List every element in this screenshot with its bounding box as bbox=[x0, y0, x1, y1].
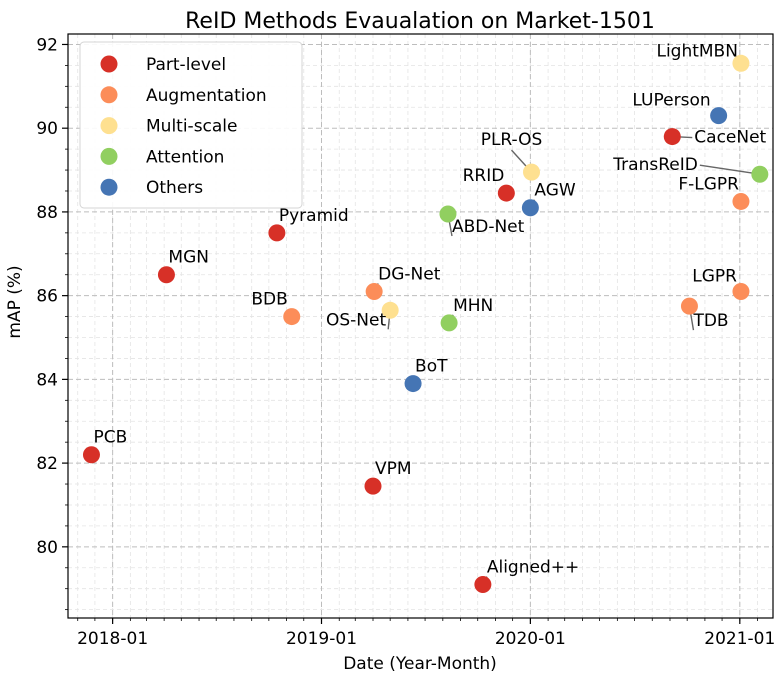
point-label: CaceNet bbox=[694, 128, 766, 148]
legend-box bbox=[79, 41, 303, 209]
y-tick-label: 84 bbox=[36, 370, 58, 390]
legend-entry: Attention bbox=[146, 147, 224, 167]
point-label: LUPerson bbox=[632, 91, 710, 111]
data-point-lightmbn bbox=[732, 54, 750, 72]
x-tick-label: 2020-01 bbox=[495, 629, 566, 649]
data-point-plr-os bbox=[523, 163, 541, 181]
legend-marker bbox=[100, 117, 118, 135]
data-point-mgn bbox=[157, 266, 175, 284]
data-point-mhn bbox=[440, 314, 458, 332]
point-label: VPM bbox=[375, 459, 412, 479]
x-tick-label: 2019-01 bbox=[286, 629, 357, 649]
y-tick-label: 82 bbox=[36, 454, 58, 474]
point-label: ABD-Net bbox=[452, 217, 525, 237]
grid bbox=[68, 34, 773, 618]
point-label: Aligned++ bbox=[487, 558, 579, 578]
legend-marker bbox=[100, 86, 118, 104]
data-point-aligned- bbox=[474, 576, 492, 594]
point-labels: PCB MGN Pyramid BDB VPM DG-Net OS-Net BoT ABD-Ne… bbox=[93, 41, 766, 577]
data-point-bot bbox=[404, 375, 422, 393]
point-label: TransReID bbox=[612, 155, 698, 175]
legend: Part-level Augmentation Multi-scale Attenti… bbox=[79, 41, 303, 209]
x-axis-label: Date (Year-Month) bbox=[343, 654, 497, 674]
axis-ticks: 2018-01 2019-01 2020-01 2021-01 80 82 84 86 88 90… bbox=[36, 35, 775, 649]
data-point-lgpr bbox=[732, 282, 750, 300]
data-point-rrid bbox=[497, 184, 515, 202]
legend-entry: Others bbox=[146, 178, 203, 198]
y-axis-label: mAP (%) bbox=[5, 265, 25, 338]
y-tick-label: 92 bbox=[36, 35, 58, 55]
data-point-pyramid bbox=[268, 224, 286, 242]
point-label: AGW bbox=[534, 181, 576, 201]
legend-entry: Augmentation bbox=[146, 86, 267, 106]
data-point-f-lgpr bbox=[732, 192, 750, 210]
point-label: RRID bbox=[463, 166, 505, 186]
legend-marker bbox=[100, 147, 118, 165]
legend-marker bbox=[100, 55, 118, 73]
x-tick-label: 2021-01 bbox=[704, 629, 775, 649]
point-label: F-LGPR bbox=[678, 174, 739, 194]
data-point-pcb bbox=[82, 446, 100, 464]
y-tick-label: 90 bbox=[36, 119, 58, 139]
point-label: LGPR bbox=[692, 266, 737, 286]
data-point-bdb bbox=[283, 308, 301, 326]
point-label: PLR-OS bbox=[481, 130, 543, 150]
point-label: PCB bbox=[93, 428, 127, 448]
point-label: Pyramid bbox=[279, 206, 349, 226]
data-point-vpm bbox=[364, 477, 382, 495]
data-points bbox=[82, 54, 769, 594]
chart-title: ReID Methods Evaualation on Market-1501 bbox=[185, 9, 655, 34]
data-point-tdb bbox=[680, 297, 698, 315]
data-point-os-net bbox=[381, 301, 399, 319]
point-label: MGN bbox=[168, 248, 209, 268]
point-label: BDB bbox=[251, 290, 287, 310]
data-point-transreid bbox=[751, 165, 769, 183]
legend-entry: Multi-scale bbox=[146, 117, 238, 137]
point-label: TDB bbox=[692, 311, 728, 331]
point-label: OS-Net bbox=[326, 310, 386, 330]
x-tick-label: 2018-01 bbox=[77, 629, 148, 649]
y-tick-label: 86 bbox=[36, 287, 58, 307]
legend-items: Part-level Augmentation Multi-scale Attenti… bbox=[100, 55, 267, 198]
legend-entry: Part-level bbox=[146, 55, 226, 75]
point-label: MHN bbox=[453, 296, 493, 316]
point-label: DG-Net bbox=[378, 264, 441, 284]
data-point-cacenet bbox=[663, 128, 681, 146]
plot-frame bbox=[67, 33, 774, 619]
point-label: LightMBN bbox=[656, 41, 737, 61]
point-label: BoT bbox=[415, 357, 448, 377]
y-tick-label: 88 bbox=[36, 203, 58, 223]
y-tick-label: 80 bbox=[36, 538, 58, 558]
data-point-agw bbox=[521, 199, 539, 217]
data-point-dg-net bbox=[365, 282, 383, 300]
legend-marker bbox=[100, 178, 118, 196]
data-point-luperson bbox=[710, 107, 728, 125]
data-point-abd-net bbox=[439, 205, 457, 223]
label-leader-line bbox=[699, 164, 760, 175]
